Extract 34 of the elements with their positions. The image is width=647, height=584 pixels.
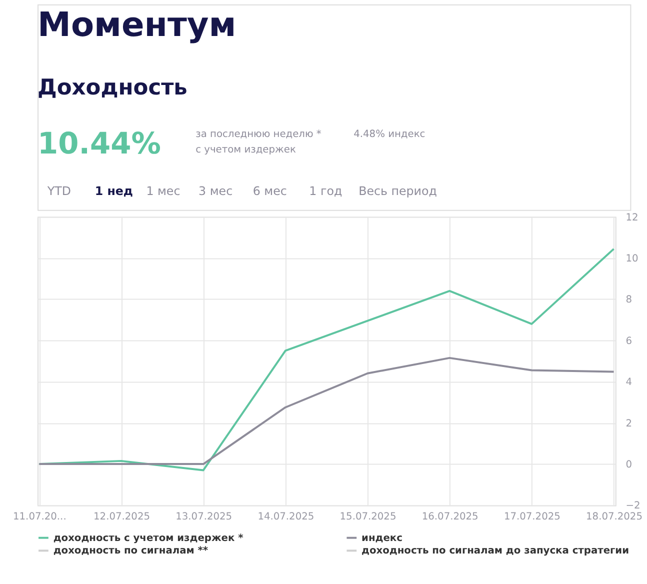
text: Весь период [358, 184, 437, 198]
legend-label: доходность по сигналам ** [53, 546, 208, 557]
y-tick-label: −2 [626, 500, 640, 512]
y-tick-label: 12 [626, 212, 638, 224]
x-tick-label: 15.07.2025 [340, 512, 396, 523]
text: 1 нед [94, 184, 133, 198]
text: 1 год [309, 184, 342, 198]
legend-label: доходность по сигналам до запуска стратегии [362, 546, 630, 557]
x-tick-label: 14.07.2025 [258, 512, 314, 523]
y-tick-label: 8 [626, 294, 632, 306]
text: 1 мес [146, 184, 180, 198]
text: YTD [46, 184, 72, 198]
legend-label: доходность с учетом издержек * [53, 532, 244, 544]
y-tick-label: 0 [626, 459, 632, 470]
y-tick-label: 10 [626, 253, 638, 264]
legend-label: индекс [362, 532, 403, 544]
y-tick-label: 4 [626, 377, 632, 388]
text: с учетом издержек [196, 144, 296, 156]
chart-subtitle: Доходность [38, 75, 188, 100]
text: 3 мес [198, 184, 233, 198]
x-tick-label: 16.07.2025 [422, 512, 478, 523]
x-tick-label: 12.07.2025 [94, 512, 150, 523]
x-tick-label: 18.07.2025 [586, 512, 642, 523]
text: 6 мес [252, 184, 287, 198]
y-tick-label: 6 [626, 336, 632, 347]
chart-title: Моментум [38, 5, 236, 44]
line-series [38, 356, 615, 466]
x-tick-label: 17.07.2025 [504, 512, 560, 523]
text: за последнюю неделю * [196, 128, 322, 140]
text: 4.48% индекс [354, 128, 426, 140]
x-tick-label: 13.07.2025 [176, 512, 232, 523]
text: 10.44% [38, 126, 161, 161]
x-tick-label: 11.07.20... [13, 512, 66, 523]
y-tick-label: 2 [626, 418, 632, 430]
